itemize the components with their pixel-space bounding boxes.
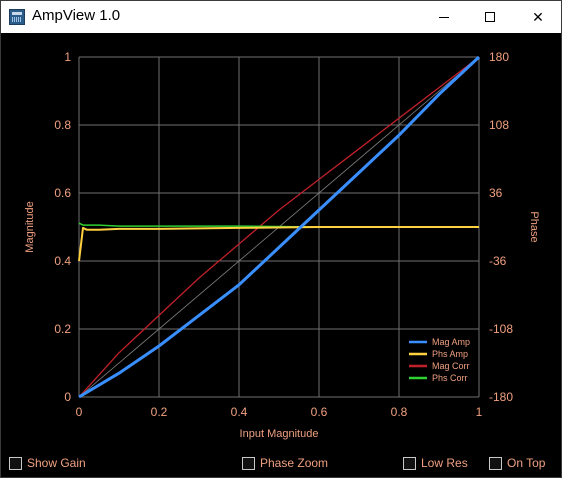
options-bar: Show Gain Phase Zoom Low Res On Top [1, 449, 561, 475]
legend-label: Phs Amp [432, 349, 468, 359]
y2-axis-title: Phase [528, 211, 540, 242]
y2-tick-label: -36 [489, 254, 507, 268]
show-gain-checkbox[interactable]: Show Gain [9, 455, 86, 471]
phase-zoom-label: Phase Zoom [260, 456, 329, 470]
low-res-checkbox[interactable]: Low Res [403, 455, 468, 471]
phase-zoom-checkbox[interactable]: Phase Zoom [242, 455, 328, 471]
checkbox-box[interactable] [9, 456, 22, 470]
minimize-button[interactable] [421, 1, 467, 33]
checkbox-box[interactable] [403, 456, 416, 470]
close-button[interactable]: ✕ [515, 1, 561, 33]
y-tick-label: 1 [64, 50, 71, 64]
amp-chart: 0 0.2 0.4 0.6 0.8 1 0 0.2 0.4 0.6 0.8 1 -180 -108 -36 3… [24, 50, 540, 440]
y2-tick-label: -108 [489, 322, 513, 336]
y2-tick-label: 180 [489, 50, 509, 64]
title-bar[interactable]: AmpView 1.0 ✕ [1, 1, 561, 33]
low-res-label: Low Res [421, 456, 468, 470]
y2-tick-label: -180 [489, 390, 513, 404]
window-title: AmpView 1.0 [32, 7, 121, 24]
legend-label: Phs Corr [432, 373, 468, 383]
app-icon [9, 9, 25, 25]
close-icon: ✕ [532, 9, 544, 25]
y-tick-label: 0.8 [54, 118, 71, 132]
legend-label: Mag Corr [432, 361, 470, 371]
on-top-checkbox[interactable]: On Top [489, 455, 545, 471]
series-line-phs-amp [78, 226, 479, 262]
x-tick-label: 0 [76, 405, 83, 419]
checkbox-box[interactable] [489, 456, 502, 470]
x-tick-label: 0.8 [391, 405, 408, 419]
series-line-mag-amp [78, 55, 481, 399]
show-gain-label: Show Gain [27, 456, 86, 470]
maximize-button[interactable] [467, 1, 513, 33]
x-tick-label: 0.2 [151, 405, 168, 419]
y2-tick-label: 36 [489, 186, 503, 200]
minimize-icon [439, 17, 449, 18]
y-tick-label: 0.6 [54, 186, 71, 200]
x-tick-label: 0.4 [231, 405, 248, 419]
y-tick-label: 0.4 [54, 254, 71, 268]
series-line-mag-corr [78, 56, 480, 398]
y2-tick-label: 108 [489, 118, 509, 132]
y-axis-title: Magnitude [24, 201, 36, 252]
x-tick-label: 0.6 [311, 405, 328, 419]
checkbox-box[interactable] [242, 456, 255, 470]
plot-area: 0 0.2 0.4 0.6 0.8 1 0 0.2 0.4 0.6 0.8 1 -180 -108 -36 3… [1, 33, 561, 443]
legend-label: Mag Amp [432, 337, 470, 347]
y-tick-label: 0 [64, 390, 71, 404]
x-axis-title: Input Magnitude [240, 428, 319, 440]
maximize-icon [485, 12, 495, 22]
on-top-label: On Top [507, 456, 546, 470]
x-tick-label: 1 [476, 405, 483, 419]
y-tick-label: 0.2 [54, 322, 71, 336]
